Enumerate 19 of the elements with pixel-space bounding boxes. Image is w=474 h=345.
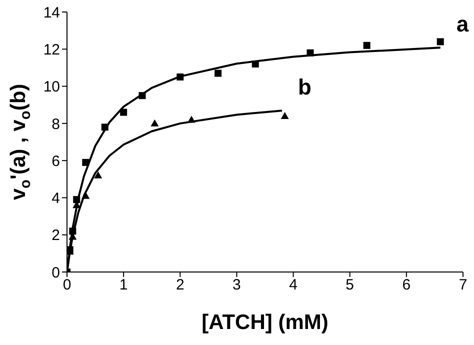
y-tick-label: 8 [52,116,60,133]
x-tick-label: 4 [289,276,298,294]
x-tick-label: 2 [176,276,184,294]
x-tick-label: 1 [119,276,128,294]
y-tick-label: 14 [43,4,60,22]
y-tick-label: 0 [52,264,60,282]
series-label: b [298,74,312,100]
y-tick-label: 6 [52,152,60,170]
y-tick-label: 12 [43,41,60,58]
x-tick-label: 3 [232,276,241,294]
series-label: a [456,12,470,37]
y-tick-label: 10 [43,78,60,96]
x-tick-label: 5 [346,276,354,294]
y-tick-label: 4 [52,190,60,208]
x-tick-label: 6 [402,276,411,294]
x-tick-label: 0 [62,276,72,294]
x-axis-title: [ATCH] (mM) [202,311,328,334]
x-tick-label: 7 [458,276,468,294]
y-tick-label: 2 [52,227,60,244]
